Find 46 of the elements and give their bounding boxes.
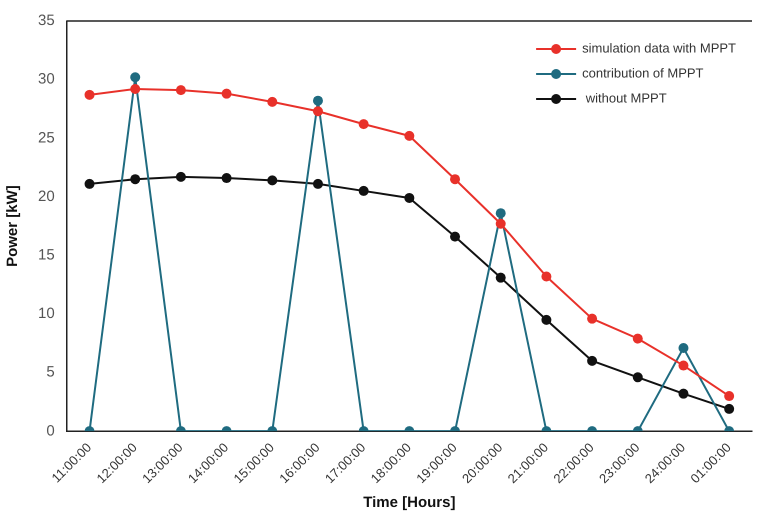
y-tick-label: 30: [38, 70, 55, 88]
y-axis-title: Power [kW]: [4, 185, 22, 267]
y-tick-label: 10: [38, 305, 55, 322]
y-tick-label: 35: [38, 12, 55, 30]
x-axis-title: Time [Hours]: [363, 494, 456, 512]
point: [130, 84, 140, 94]
point: [678, 360, 688, 371]
point: [541, 271, 552, 282]
y-tick-label: 15: [38, 246, 55, 264]
point: [678, 388, 688, 399]
point: [84, 178, 95, 189]
point: [678, 342, 688, 353]
point: [496, 208, 506, 218]
point: [358, 119, 369, 130]
point: [587, 356, 598, 366]
point: [267, 175, 278, 186]
point: [496, 272, 506, 283]
point: [450, 174, 460, 184]
point: [404, 130, 414, 141]
point: [496, 218, 506, 229]
point: [222, 88, 232, 99]
point: [724, 404, 734, 414]
point: [587, 314, 598, 324]
point: [176, 172, 186, 182]
legend-label: contribution of MPPT: [582, 66, 704, 81]
y-tick-label: 20: [38, 188, 55, 205]
point: [130, 72, 140, 82]
point: [130, 174, 140, 184]
point: [541, 314, 552, 325]
legend-label: without MPPT: [582, 90, 667, 106]
point: [450, 232, 460, 242]
point: [358, 186, 369, 196]
point: [176, 85, 186, 96]
point: [267, 96, 278, 107]
y-tick-label: 5: [46, 364, 55, 381]
point: [312, 96, 323, 106]
point: [632, 334, 643, 344]
legend-label: simulation data with MPPT: [582, 40, 736, 56]
point: [404, 192, 414, 203]
point: [632, 372, 643, 382]
point: [312, 178, 323, 189]
point: [84, 90, 95, 100]
y-tick-label: 0: [46, 422, 55, 440]
point: [222, 173, 232, 184]
point: [312, 106, 323, 116]
y-tick-label: 25: [38, 129, 55, 146]
